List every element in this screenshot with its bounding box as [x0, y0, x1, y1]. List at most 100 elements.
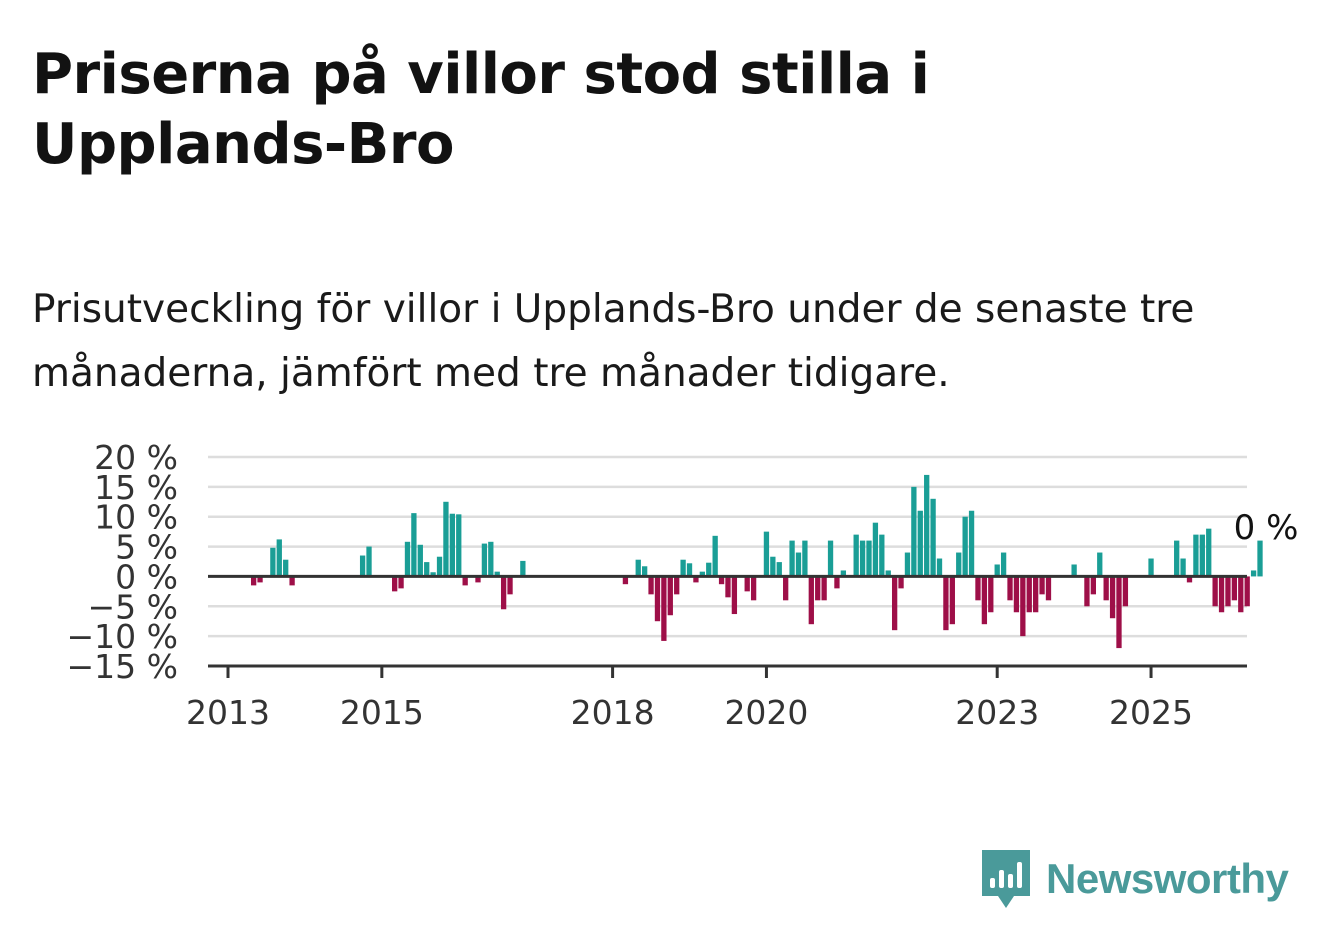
- bar: [956, 552, 962, 577]
- x-tick-label: 2015: [340, 693, 424, 732]
- bar: [904, 552, 911, 577]
- bar: [1000, 552, 1007, 577]
- bar: [795, 552, 802, 577]
- y-tick-label: −5 %: [88, 587, 179, 626]
- bar: [481, 543, 488, 577]
- bar: [417, 544, 423, 577]
- bar: [949, 576, 955, 625]
- bar: [968, 510, 975, 577]
- bar: [872, 522, 879, 577]
- bar: [1071, 564, 1077, 577]
- bar: [815, 576, 821, 601]
- bar: [1238, 576, 1244, 613]
- bar: [917, 510, 923, 577]
- bar: [1039, 576, 1045, 595]
- bar: [879, 534, 885, 577]
- y-tick-label: 20 %: [94, 438, 178, 477]
- bar: [936, 558, 943, 577]
- bar: [520, 560, 526, 577]
- bar: [635, 559, 641, 577]
- bar: [1103, 576, 1109, 601]
- axes: [208, 574, 1247, 678]
- brand-name: Newsworthy: [1046, 855, 1289, 902]
- bar: [1013, 576, 1020, 613]
- x-tick-label: 2013: [186, 693, 270, 732]
- bar: [994, 564, 1000, 577]
- x-tick-label: 2018: [571, 693, 655, 732]
- bar: [891, 576, 898, 631]
- bar: [770, 556, 776, 577]
- bar: [866, 540, 872, 577]
- bar: [1026, 576, 1032, 613]
- bar: [1020, 576, 1026, 637]
- bar: [975, 576, 981, 601]
- tick-labels: 20 %15 %10 %5 %0 %−5 %−10 %−15 %2013 2015…: [67, 438, 1299, 732]
- bar: [1148, 558, 1154, 577]
- bar: [706, 562, 712, 577]
- bar: [661, 576, 667, 641]
- bar: [1250, 570, 1257, 577]
- bar: [456, 514, 462, 577]
- bar: [1206, 528, 1212, 577]
- bar: [680, 559, 686, 577]
- bar: [250, 576, 257, 586]
- y-tick-label: 15 %: [94, 468, 178, 507]
- bar: [1225, 576, 1231, 607]
- x-tick-label: 2020: [724, 693, 808, 732]
- y-tick-label: 0 %: [115, 557, 178, 596]
- bar: [424, 562, 430, 577]
- bar: [449, 513, 455, 577]
- bar: [1084, 576, 1090, 607]
- bar: [699, 571, 705, 577]
- y-tick-label: −10 %: [67, 617, 179, 656]
- price-change-bar-chart: 20 %15 %10 %5 %0 %−5 %−10 %−15 %2013 2015…: [67, 438, 1299, 732]
- bar: [1244, 576, 1250, 607]
- bar: [827, 540, 834, 577]
- bar: [462, 576, 468, 586]
- bar: [430, 572, 436, 577]
- bar: [507, 576, 513, 595]
- y-tick-label: 10 %: [94, 498, 178, 537]
- bar: [783, 576, 789, 601]
- bar: [911, 486, 917, 577]
- bar: [898, 576, 904, 589]
- bar: [924, 474, 930, 577]
- bar: [494, 571, 500, 577]
- bar: [257, 576, 263, 583]
- bar: [1193, 534, 1199, 577]
- bar: [398, 576, 404, 589]
- bar: [366, 546, 372, 577]
- bar: [693, 576, 699, 583]
- bar: [1180, 558, 1186, 577]
- newsworthy-logo[interactable]: Newsworthy: [980, 848, 1289, 910]
- bar: [404, 541, 411, 577]
- bar: [802, 540, 808, 577]
- bar: [712, 535, 718, 577]
- chart-title: Priserna på villor stod stilla i Uppland…: [32, 42, 930, 177]
- bar: [1097, 552, 1103, 577]
- bar: [648, 576, 654, 595]
- bar: [359, 555, 366, 577]
- bar: [289, 576, 295, 586]
- latest-value-annotation: 0 %: [1234, 508, 1299, 548]
- bar: [1257, 540, 1263, 577]
- chart-subtitle: Prisutveckling för villor i Upplands-Bro…: [32, 287, 1195, 396]
- bar: [1122, 576, 1129, 607]
- bar: [808, 576, 814, 625]
- bar: [853, 534, 859, 577]
- bar: [750, 576, 757, 601]
- bar: [1231, 576, 1238, 601]
- bar: [475, 576, 481, 583]
- bar: [763, 531, 770, 577]
- bar: [276, 539, 282, 577]
- bar: [1033, 576, 1039, 613]
- bar: [776, 562, 782, 577]
- bar: [283, 559, 289, 577]
- newsworthy-logo-icon: [982, 850, 1030, 908]
- bar: [674, 576, 680, 595]
- bar: [1199, 534, 1205, 577]
- bar: [392, 576, 398, 592]
- bar: [488, 541, 494, 577]
- bar: [834, 576, 840, 589]
- bar: [1186, 576, 1193, 583]
